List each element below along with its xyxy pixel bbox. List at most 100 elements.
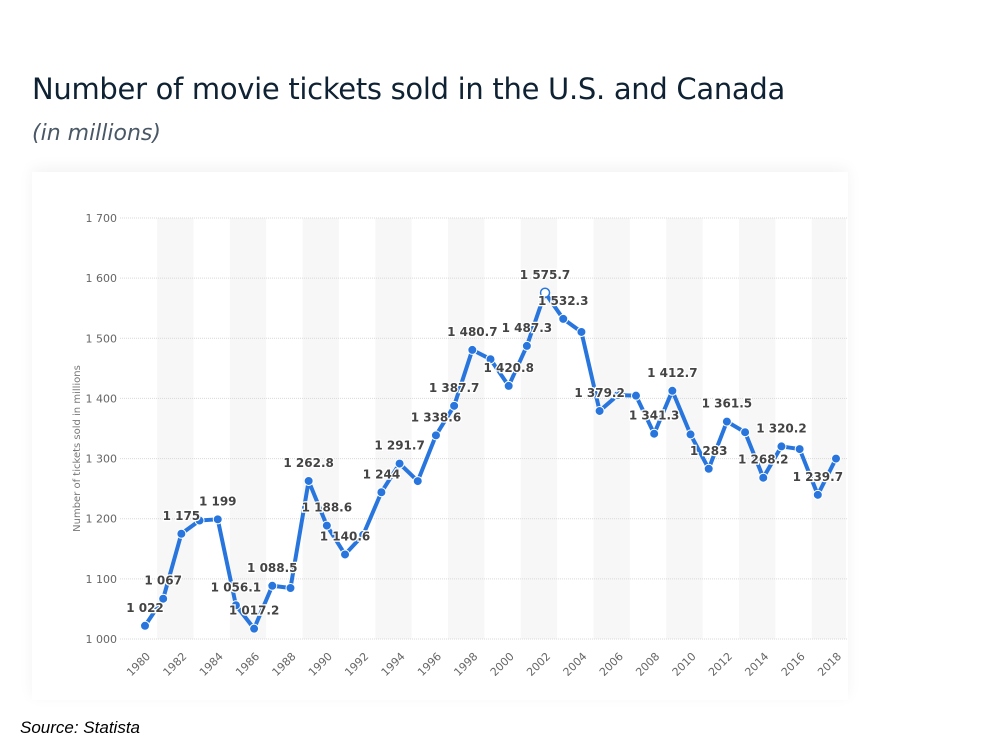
data-label: 1 480.7 [447, 325, 497, 339]
data-point [176, 528, 187, 539]
data-point [612, 390, 623, 401]
data-label: 1 017.2 [229, 604, 279, 618]
y-tick-label: 1 300 [86, 453, 118, 466]
data-label: 1 387.7 [429, 381, 479, 395]
data-point [430, 430, 441, 441]
data-point [776, 441, 787, 452]
data-point [449, 400, 460, 411]
x-tick-label: 1996 [415, 650, 444, 679]
data-label: 1 022 [126, 601, 164, 615]
x-tick-label: 2012 [706, 650, 735, 679]
data-point [794, 444, 805, 455]
x-tick-label: 2010 [670, 650, 699, 679]
data-point [394, 458, 405, 469]
background-stripe [229, 218, 267, 639]
data-label: 1 320.2 [756, 421, 806, 435]
data-point [649, 428, 660, 439]
x-tick-label: 1990 [306, 650, 335, 679]
data-point [703, 463, 714, 474]
background-stripe [520, 218, 558, 639]
x-tick-label: 1994 [379, 650, 408, 679]
data-label: 1 239.7 [793, 470, 843, 484]
data-label: 1 056.1 [211, 580, 261, 594]
data-point [249, 623, 260, 634]
x-tick-label: 2016 [779, 650, 808, 679]
data-label: 1 262.8 [283, 456, 333, 470]
data-point [321, 520, 332, 531]
x-tick-label: 1998 [451, 650, 480, 679]
data-point [558, 313, 569, 324]
data-label: 1 291.7 [374, 439, 424, 453]
data-point [831, 453, 841, 464]
data-label: 1 575.7 [520, 268, 570, 282]
data-point [358, 529, 369, 540]
y-tick-label: 1 100 [86, 573, 118, 586]
source-note: Source: Statista [20, 718, 141, 737]
data-label: 1 487.3 [502, 321, 552, 335]
y-tick-label: 1 500 [86, 332, 118, 345]
x-tick-label: 2006 [597, 650, 626, 679]
line-chart: 1 000 1 100 1 200 1 300 1 400 1 500 1 600 1 700… [72, 212, 848, 679]
y-axis-label: Number of tickets sold in millions [72, 365, 83, 532]
data-label: 1 412.7 [647, 366, 697, 380]
data-point [285, 582, 296, 593]
data-point [685, 429, 696, 440]
data-point [721, 416, 732, 427]
data-point [412, 476, 423, 487]
data-point [740, 427, 751, 438]
chart-card: 1 000 1 100 1 200 1 300 1 400 1 500 1 600 1 700… [32, 172, 848, 700]
data-point [194, 515, 205, 526]
background-stripe [448, 218, 485, 639]
background-stripe [811, 218, 846, 639]
background-stripe [302, 218, 339, 639]
data-point [630, 390, 641, 401]
data-label: 1 244 [363, 467, 401, 481]
x-tick-label: 1984 [197, 650, 226, 679]
data-point [340, 549, 351, 560]
data-point [485, 354, 496, 365]
data-point [140, 620, 150, 631]
data-point [594, 405, 605, 416]
x-tick-label: 2000 [488, 650, 517, 679]
y-tick-label: 1 400 [86, 392, 118, 405]
data-point [467, 344, 478, 355]
data-point [667, 385, 678, 396]
x-tick-label: 2004 [561, 650, 590, 679]
background-stripe [157, 218, 194, 639]
x-tick-label: 2002 [524, 650, 553, 679]
data-point [212, 514, 223, 525]
data-label: 1 338.6 [411, 410, 461, 424]
y-tick-label: 1 200 [86, 513, 118, 526]
data-point [503, 380, 514, 391]
data-label: 1 067 [144, 574, 182, 588]
y-tick-label: 1 700 [86, 212, 118, 225]
data-label: 1 361.5 [702, 397, 752, 411]
background-stripe [593, 218, 630, 639]
data-label: 1 140.6 [320, 529, 370, 543]
x-tick-label: 1986 [233, 650, 262, 679]
data-point [521, 340, 532, 351]
data-label: 1 188.6 [302, 501, 352, 515]
data-point [758, 472, 769, 483]
x-tick-label: 2014 [742, 650, 771, 679]
data-label: 1 088.5 [247, 561, 297, 575]
data-point [303, 475, 314, 486]
chart-subtitle: (in millions) [32, 121, 161, 146]
data-label: 1 379.2 [574, 386, 624, 400]
data-point [376, 487, 387, 498]
x-tick-label: 2008 [633, 650, 662, 679]
data-label: 1 283 [690, 444, 728, 458]
data-label: 1 341.3 [629, 409, 679, 423]
x-tick-label: 1992 [342, 650, 371, 679]
background-stripe [375, 218, 412, 639]
y-tick-label: 1 600 [86, 272, 118, 285]
x-tick-label: 1988 [270, 650, 299, 679]
data-point [267, 580, 278, 591]
data-point [158, 593, 169, 604]
data-label: 1 420.8 [483, 361, 533, 375]
data-point [812, 489, 823, 500]
chart-title: Number of movie tickets sold in the U.S.… [32, 72, 785, 106]
x-tick-label: 1982 [160, 650, 189, 679]
data-label: 1 199 [199, 494, 237, 508]
data-point [230, 600, 241, 611]
